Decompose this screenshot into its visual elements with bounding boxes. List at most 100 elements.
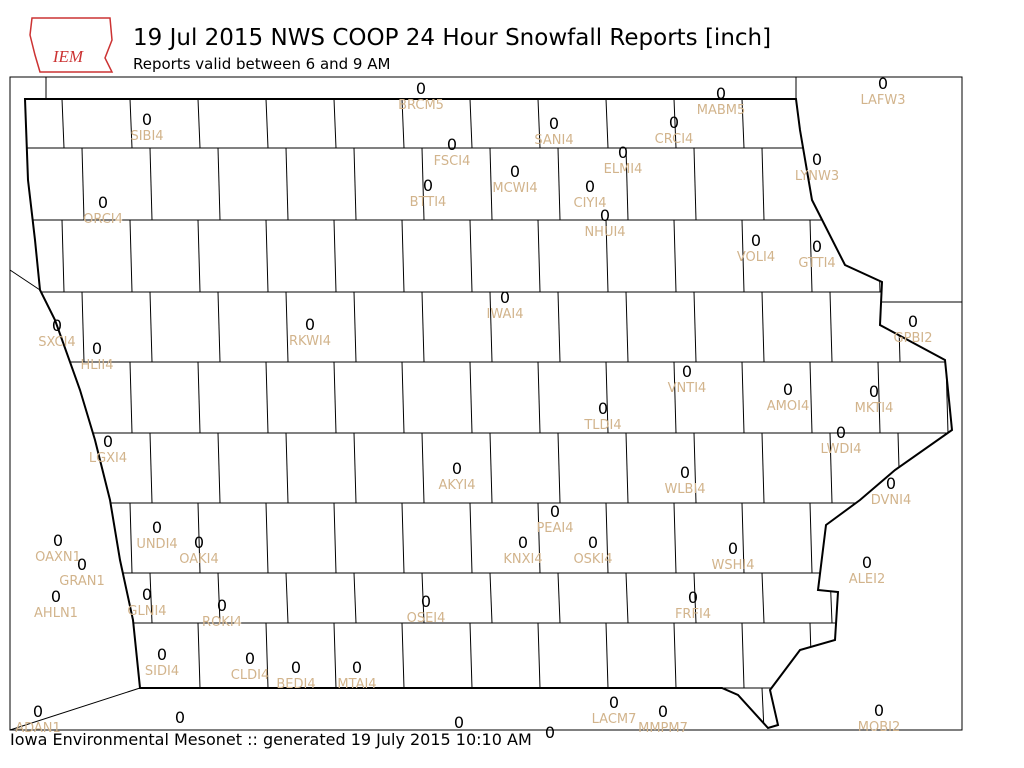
station-value: 0: [152, 518, 162, 537]
station-id: PEAI4: [536, 521, 573, 536]
county-line: [809, 502, 813, 574]
map-frame: [9, 76, 963, 731]
station-value: 0: [550, 502, 560, 521]
county-line: [421, 572, 425, 624]
county-line: [197, 502, 201, 574]
county-line: [217, 147, 221, 221]
county-line: [489, 291, 493, 363]
station-value: 0: [783, 380, 793, 399]
state-outline: [24, 98, 953, 729]
county-lines: [25, 99, 952, 728]
station-id: ORCI4: [83, 212, 123, 227]
station-value: 0: [500, 288, 510, 307]
county-line: [945, 99, 949, 149]
county-line: [809, 219, 813, 293]
county-line: [693, 572, 697, 624]
station-id: MABM5: [697, 103, 746, 118]
county-line: [421, 147, 425, 221]
station-id: RKWI4: [289, 334, 331, 349]
county-line: [61, 622, 65, 689]
neighbor-borders: [9, 77, 962, 731]
county-line: [61, 361, 65, 434]
station-value: 0: [862, 553, 872, 572]
station-id: LACM7: [592, 712, 637, 727]
station-id: MOBI2: [858, 720, 900, 735]
county-line: [401, 502, 405, 574]
county-line: [537, 622, 541, 689]
station-id: DVNI4: [871, 493, 912, 508]
station-value: 0: [452, 459, 462, 478]
station-value: 0: [908, 312, 918, 331]
station-value: 0: [416, 79, 426, 98]
county-line: [605, 361, 609, 434]
station-id: LGXI4: [89, 451, 127, 466]
county-line: [605, 99, 609, 149]
logo: IEM: [29, 17, 114, 73]
station-id: AKYI4: [438, 478, 475, 493]
station-value: 0: [510, 162, 520, 181]
county-line: [877, 622, 881, 689]
station-id: BTTI4: [410, 195, 447, 210]
county-line: [489, 687, 493, 728]
county-line: [489, 432, 493, 504]
station-value: 0: [33, 702, 43, 721]
station-id: VOLI4: [737, 250, 775, 265]
county-line: [469, 502, 473, 574]
station-value: 0: [245, 649, 255, 668]
county-line: [401, 219, 405, 293]
county-line: [285, 291, 289, 363]
county-line: [605, 219, 609, 293]
county-line: [809, 361, 813, 434]
station-id: OSEI4: [407, 611, 446, 626]
station-value: 0: [716, 84, 726, 103]
station-value: 0: [51, 587, 61, 606]
county-line: [129, 219, 133, 293]
station-value: 0: [669, 113, 679, 132]
county-line: [809, 99, 813, 149]
county-line: [945, 502, 949, 574]
county-line: [625, 432, 629, 504]
county-line: [469, 361, 473, 434]
station-value: 0: [869, 382, 879, 401]
county-line: [557, 572, 561, 624]
county-line: [625, 572, 629, 624]
county-line: [829, 572, 833, 624]
station-value: 0: [157, 645, 167, 664]
station-value: 0: [454, 713, 464, 732]
station-value: 0: [217, 596, 227, 615]
station-id: WLBI4: [664, 482, 705, 497]
county-line: [877, 361, 881, 434]
county-line: [693, 291, 697, 363]
county-line: [469, 219, 473, 293]
county-line: [469, 99, 473, 149]
station-id: ROKI4: [202, 615, 242, 630]
station-value: 0: [682, 362, 692, 381]
station-id: MMPM7: [638, 721, 688, 736]
county-line: [761, 572, 765, 624]
logo-text: IEM: [52, 47, 84, 66]
station-value: 0: [92, 339, 102, 358]
station-value: 0: [98, 193, 108, 212]
county-line: [741, 502, 745, 574]
station-value: 0: [585, 177, 595, 196]
station-value: 0: [142, 585, 152, 604]
county-line: [829, 291, 833, 363]
station-id: MKTI4: [855, 401, 894, 416]
county-line: [673, 502, 677, 574]
county-line: [265, 502, 269, 574]
station-value: 0: [194, 533, 204, 552]
station-value: 0: [549, 114, 559, 133]
county-line: [829, 432, 833, 504]
county-line: [809, 622, 813, 689]
station-value: 0: [600, 206, 610, 225]
county-line: [829, 147, 833, 221]
county-line: [217, 291, 221, 363]
county-line: [761, 147, 765, 221]
county-line: [421, 291, 425, 363]
county-line: [333, 361, 337, 434]
station-id: GLNI4: [127, 604, 166, 619]
station-id: FSCI4: [434, 154, 471, 169]
county-line: [217, 572, 221, 624]
station-id: SANI4: [534, 133, 573, 148]
